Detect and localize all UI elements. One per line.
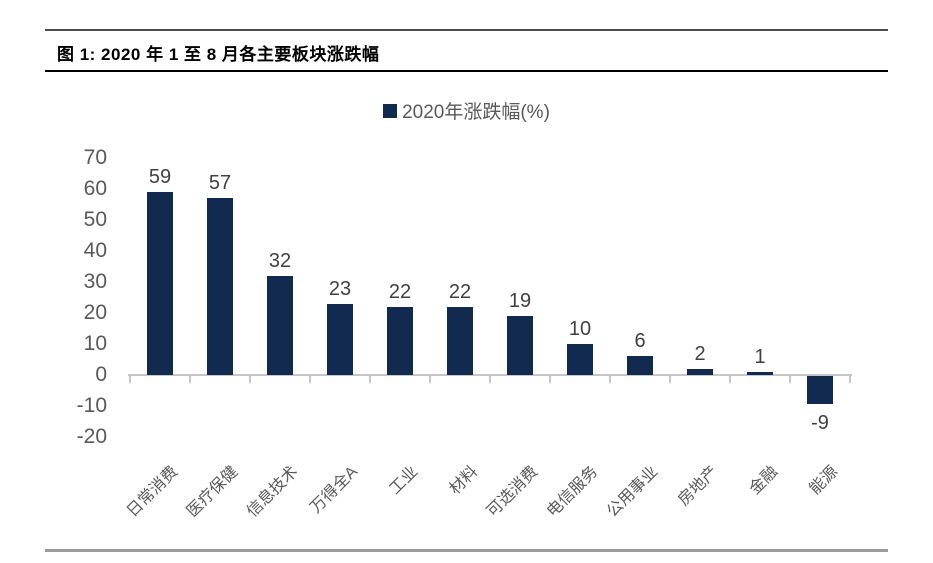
bar-可选消费 — [507, 316, 533, 375]
figure-top-divider — [45, 29, 888, 31]
x-axis-tick — [669, 376, 671, 383]
bar-工业 — [387, 306, 413, 375]
bar-value-label: 10 — [568, 318, 592, 340]
legend-label: 2020年涨跌幅(%) — [402, 102, 550, 123]
category-label: 能源 — [806, 463, 842, 498]
y-axis-tick-label: 70 — [83, 146, 107, 169]
category-label: 医疗保健 — [183, 463, 242, 521]
bar-金融 — [747, 371, 773, 375]
y-axis-tick-label: 40 — [83, 239, 107, 262]
bar-value-label: 32 — [268, 249, 292, 272]
bar-信息技术 — [267, 275, 293, 375]
y-axis-tick-label: 50 — [83, 208, 107, 231]
x-axis-tick — [429, 376, 431, 383]
category-label: 工业 — [386, 463, 422, 498]
category-label: 金融 — [746, 463, 782, 498]
bar-value-label: 6 — [634, 330, 646, 353]
x-axis-tick — [789, 376, 791, 383]
bar-value-label: 23 — [328, 277, 352, 300]
bar-万得全A — [327, 303, 353, 375]
bar-value-label: -9 — [811, 411, 829, 434]
bar-电信服务 — [567, 344, 593, 375]
bar-value-label: 22 — [388, 280, 412, 303]
x-axis-tick — [729, 376, 731, 383]
y-axis-tick-label: 20 — [83, 301, 107, 324]
category-label: 可选消费 — [483, 463, 542, 521]
bar-value-label: 1 — [754, 345, 766, 368]
bar-公用事业 — [627, 356, 653, 375]
x-axis-tick — [189, 376, 191, 383]
x-axis-tick — [549, 376, 551, 383]
x-axis-line — [128, 374, 852, 376]
bar-value-label: 59 — [148, 166, 172, 189]
y-axis-tick-label: 60 — [83, 177, 107, 200]
x-axis-tick — [129, 376, 131, 383]
category-label: 公用事业 — [603, 463, 662, 521]
x-axis-tick — [309, 376, 311, 383]
category-label: 电信服务 — [543, 463, 602, 521]
x-axis-tick — [609, 376, 611, 383]
chart-legend: 2020年涨跌幅(%) — [0, 97, 933, 124]
figure-title: 图 1: 2020 年 1 至 8 月各主要板块涨跌幅 — [57, 45, 380, 64]
legend-swatch-icon — [383, 103, 398, 118]
x-axis-tick — [369, 376, 371, 383]
y-axis-tick-label: -20 — [76, 425, 107, 448]
y-axis-tick-label: 0 — [95, 363, 107, 386]
y-axis-tick-label: 10 — [83, 332, 107, 355]
bar-材料 — [447, 306, 473, 375]
category-label: 万得全A — [307, 463, 362, 517]
y-axis-tick-label: -10 — [76, 394, 107, 417]
bar-value-label: 57 — [208, 172, 232, 195]
y-axis-tick-label: 30 — [83, 270, 107, 293]
bar-value-label: 2 — [694, 342, 706, 365]
x-axis-tick — [849, 376, 851, 383]
category-label: 房地产 — [675, 463, 722, 510]
x-axis-tick — [249, 376, 251, 383]
bar-value-label: 19 — [508, 290, 532, 313]
figure-bottom-divider — [45, 549, 888, 552]
bar-医疗保健 — [207, 198, 233, 375]
bar-房地产 — [687, 368, 713, 375]
x-axis-tick — [489, 376, 491, 383]
bar-能源 — [807, 376, 833, 404]
category-label: 材料 — [446, 463, 482, 498]
bar-value-label: 22 — [448, 280, 472, 303]
category-label: 日常消费 — [123, 463, 182, 521]
category-label: 信息技术 — [243, 463, 302, 521]
bar-日常消费 — [147, 192, 173, 375]
title-underline-divider — [45, 70, 888, 72]
